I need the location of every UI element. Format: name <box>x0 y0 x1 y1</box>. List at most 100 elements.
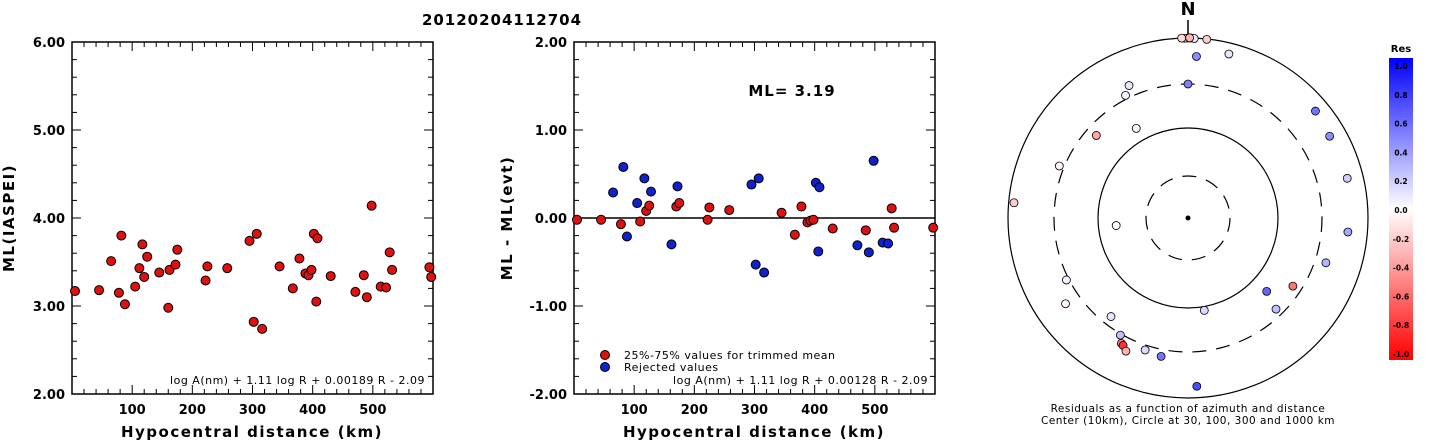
colorbar: Res 1.0 0.8 0.6 0.4 0.2 0.0 -0.2 -0.4 -0.6 -0.8 -1… <box>1389 44 1413 360</box>
colorbar-label: -0.2 <box>1393 235 1409 244</box>
x-axis-label: Hypocentral distance (km) <box>623 423 885 441</box>
data-point <box>325 271 336 282</box>
data-point <box>746 179 757 190</box>
data-point <box>750 259 761 270</box>
data-point <box>200 275 211 286</box>
data-point <box>137 239 148 250</box>
tick-marks <box>574 42 935 394</box>
colorbar-label: 0.4 <box>1394 148 1407 157</box>
data-point <box>702 214 713 225</box>
data-point <box>704 202 715 213</box>
data-point <box>674 198 685 209</box>
y-axis-label: ML(IASPEI) <box>0 164 18 272</box>
residual-point <box>1091 131 1101 140</box>
data-point <box>666 239 677 250</box>
x-tick-label: 400 <box>801 403 828 418</box>
center-marker <box>1185 215 1191 221</box>
residual-point <box>1202 34 1212 44</box>
data-point <box>142 251 153 262</box>
data-point <box>886 203 897 214</box>
data-point <box>116 230 127 241</box>
residual-point <box>1199 305 1209 315</box>
data-point <box>244 235 255 246</box>
y-tick-label: 3.00 <box>33 300 65 315</box>
x-tick-label: 300 <box>239 403 266 418</box>
data-point <box>202 261 213 272</box>
data-point <box>889 222 900 233</box>
data-point <box>860 225 871 236</box>
data-point <box>646 186 657 197</box>
data-point <box>635 216 646 227</box>
residual-point <box>1106 312 1116 321</box>
data-point <box>863 247 874 258</box>
data-point <box>361 292 372 303</box>
residual-point <box>1121 90 1130 100</box>
data-point <box>70 286 81 297</box>
y-tick-labels: 2.00 3.00 4.00 5.00 6.00 <box>33 36 65 403</box>
residual-point <box>1325 131 1335 141</box>
data-point <box>154 267 165 278</box>
colorbar-label: -0.8 <box>1393 321 1409 330</box>
residual-point <box>1342 173 1352 183</box>
residual-point <box>1111 221 1121 230</box>
x-tick-label: 200 <box>179 403 206 418</box>
data-point <box>639 173 650 184</box>
residual-point <box>1156 351 1166 361</box>
data-point <box>294 253 305 264</box>
data-point <box>753 173 764 184</box>
residual-point <box>1271 304 1281 314</box>
data-point <box>808 214 819 225</box>
data-point <box>134 263 145 274</box>
data-point <box>883 238 894 249</box>
colorbar-labels: 1.0 0.8 0.6 0.4 0.2 0.0 -0.2 -0.4 -0.6 -0.8 -1.0 <box>1393 62 1409 359</box>
colorbar-label: -0.6 <box>1393 292 1409 301</box>
colorbar-label: 1.0 <box>1394 62 1407 71</box>
plot-frame <box>71 41 434 395</box>
data-point <box>672 181 683 192</box>
ring-100km <box>1145 175 1231 261</box>
panel-polar-residuals: N Residuals as a function of azimuth and… <box>1007 0 1369 427</box>
data-points <box>1009 33 1353 391</box>
data-point <box>424 262 435 273</box>
y-tick-label: 6.00 <box>33 36 65 51</box>
x-tick-label: 100 <box>621 403 648 418</box>
x-tick-labels: 100 200 300 400 500 <box>621 403 889 418</box>
residual-point <box>1185 33 1194 43</box>
y-tick-label: 5.00 <box>33 124 65 139</box>
data-points <box>572 155 939 278</box>
formula-label: log A(nm) + 1.11 log R + 0.00189 R - 2.0… <box>170 374 425 387</box>
data-point <box>759 267 770 278</box>
data-point <box>608 187 619 198</box>
data-point <box>248 316 259 327</box>
residual-point <box>1224 49 1234 59</box>
data-point <box>358 270 369 281</box>
colorbar-label: 0.8 <box>1394 91 1407 100</box>
data-point <box>618 161 629 172</box>
colorbar-title: Res <box>1391 44 1411 55</box>
data-point <box>311 296 322 307</box>
x-tick-label: 400 <box>299 403 326 418</box>
y-axis-label: ML - ML(evt) <box>498 156 516 280</box>
residual-point <box>1192 52 1201 61</box>
y-tick-label: 4.00 <box>33 212 65 227</box>
data-point <box>312 233 323 244</box>
colorbar-label: -0.4 <box>1393 264 1409 273</box>
panel-ml-iaspei: 2.00 3.00 4.00 5.00 6.00 100 200 300 400 500 ML(… <box>0 36 437 441</box>
data-point <box>852 240 863 251</box>
colorbar-label: -1.0 <box>1393 350 1409 359</box>
data-point <box>163 302 174 313</box>
residual-point <box>1062 275 1071 285</box>
x-tick-label: 500 <box>861 403 888 418</box>
data-point <box>632 198 643 209</box>
ring-300km <box>1097 127 1279 309</box>
figure-title: 20120204112704 <box>422 11 582 29</box>
data-point <box>257 323 268 334</box>
data-point <box>596 214 607 225</box>
data-point <box>387 264 398 275</box>
data-point <box>384 247 395 258</box>
colorbar-label: 0.0 <box>1394 206 1407 215</box>
data-points <box>70 200 437 334</box>
data-point <box>796 201 807 212</box>
data-point <box>119 299 130 310</box>
